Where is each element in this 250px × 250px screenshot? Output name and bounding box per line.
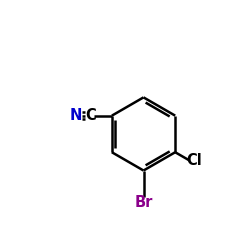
Text: N: N xyxy=(70,108,82,123)
Text: C: C xyxy=(85,108,96,123)
Text: Br: Br xyxy=(134,195,153,210)
Text: Cl: Cl xyxy=(186,153,202,168)
